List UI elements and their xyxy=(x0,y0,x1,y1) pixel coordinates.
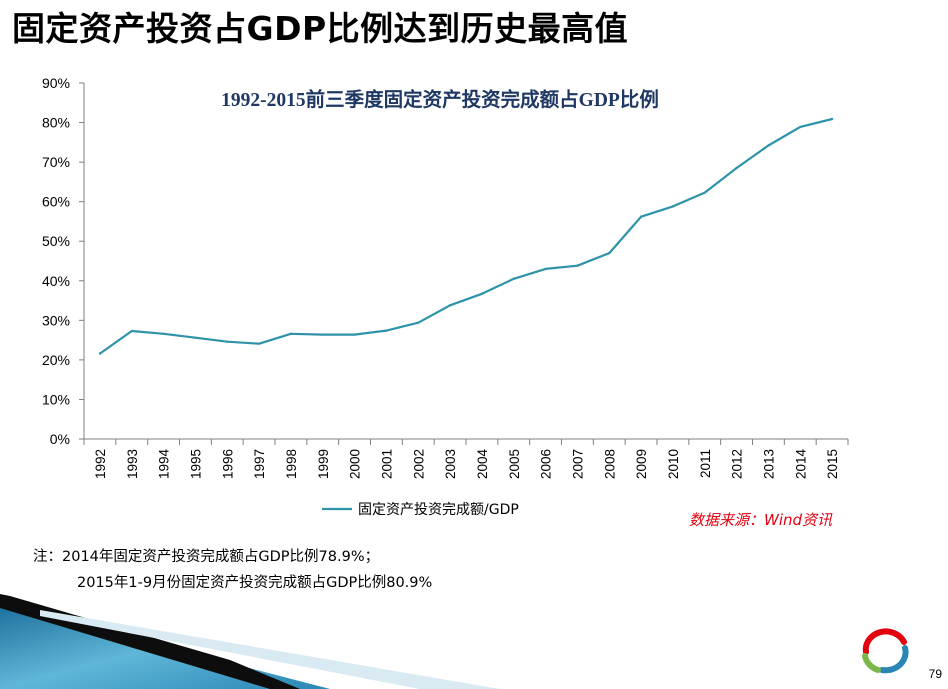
data-point xyxy=(321,333,324,336)
x-tick-label: 1994 xyxy=(157,449,172,480)
legend-label: 固定资产投资完成额/GDP xyxy=(358,502,519,518)
legend: 固定资产投资完成额/GDP xyxy=(322,502,519,518)
data-point xyxy=(226,340,229,343)
data-point xyxy=(130,329,133,333)
data-point xyxy=(162,332,165,335)
y-tick-label: 50% xyxy=(42,233,70,249)
x-tick-label: 1999 xyxy=(316,449,331,479)
footnote-line: 注：2014年固定资产投资完成额占GDP比例78.9%； xyxy=(33,549,380,565)
bottom-decoration xyxy=(0,594,500,689)
data-point xyxy=(576,264,579,267)
y-tick-label: 10% xyxy=(42,391,70,407)
y-tick-label: 70% xyxy=(42,154,70,170)
data-point xyxy=(671,205,675,208)
data-point xyxy=(353,333,356,336)
logo-icon xyxy=(862,628,909,674)
x-axis: 1992 1993 1994 1995 1996 1997 1998 1999 2000 2001… xyxy=(83,438,849,480)
x-tick-label: 2015 xyxy=(825,449,840,479)
x-tick-label: 2003 xyxy=(443,449,458,479)
decoration-blue-band xyxy=(0,602,330,689)
data-point xyxy=(735,166,738,170)
data-source-note: 数据来源：Wind资讯 xyxy=(689,511,833,529)
y-tick-label: 20% xyxy=(42,352,70,368)
y-tick-label: 90% xyxy=(42,75,70,91)
data-point xyxy=(830,117,834,121)
data-point xyxy=(608,251,611,255)
x-tick-label: 1997 xyxy=(252,449,267,479)
x-tick-label: 2012 xyxy=(730,449,745,479)
x-tick-label: 2009 xyxy=(634,449,649,479)
data-point xyxy=(544,267,547,271)
y-tick-label: 30% xyxy=(42,312,70,328)
data-point xyxy=(639,215,643,218)
x-tick-label: 2004 xyxy=(475,449,490,480)
data-point xyxy=(512,277,515,280)
data-point xyxy=(703,191,706,194)
page-number: 79 xyxy=(928,667,942,681)
y-tick-label: 80% xyxy=(42,115,70,131)
x-tick-label: 1992 xyxy=(93,449,108,479)
x-tick-label: 1993 xyxy=(125,449,140,479)
x-tick-label: 2001 xyxy=(379,449,394,479)
x-tick-label: 2011 xyxy=(698,449,713,478)
series-line xyxy=(99,117,833,355)
y-tick-label: 0% xyxy=(50,431,70,447)
data-point xyxy=(385,329,388,332)
x-tick-label: 2013 xyxy=(761,449,776,479)
footnote-line: 2015年1-9月份固定资产投资完成额占GDP比例80.9% xyxy=(77,575,433,591)
y-axis: 0% 10% 20% 30% 40% 50% 60% 70% 80% 90% xyxy=(42,75,85,447)
data-point xyxy=(799,125,802,129)
x-tick-label: 2008 xyxy=(602,449,617,479)
x-tick-label: 2000 xyxy=(348,449,363,479)
slide-title: 固定资产投资占GDP比例达到历史最高值 xyxy=(12,9,629,48)
x-tick-label: 2005 xyxy=(507,449,522,479)
data-point xyxy=(767,144,770,147)
data-point xyxy=(289,332,293,335)
y-tick-label: 60% xyxy=(42,194,70,210)
x-tick-label: 1995 xyxy=(188,449,203,479)
series-group xyxy=(98,117,834,355)
x-tick-label: 2006 xyxy=(539,449,554,479)
x-tick-label: 2014 xyxy=(793,449,808,480)
data-point xyxy=(194,336,197,339)
data-point xyxy=(98,352,102,355)
x-tick-label: 1998 xyxy=(284,449,299,479)
x-tick-label: 2002 xyxy=(411,449,426,479)
data-point xyxy=(480,292,484,296)
data-point xyxy=(417,321,420,324)
decoration-light-band xyxy=(40,610,500,689)
y-tick-label: 40% xyxy=(42,273,70,289)
chart-title: 1992-2015前三季度固定资产投资完成额占GDP比例 xyxy=(221,88,659,111)
x-tick-label: 1996 xyxy=(220,449,235,479)
data-point xyxy=(448,304,452,307)
x-tick-label: 2010 xyxy=(666,449,681,479)
x-tick-label: 2007 xyxy=(570,449,585,479)
data-point xyxy=(257,342,261,345)
